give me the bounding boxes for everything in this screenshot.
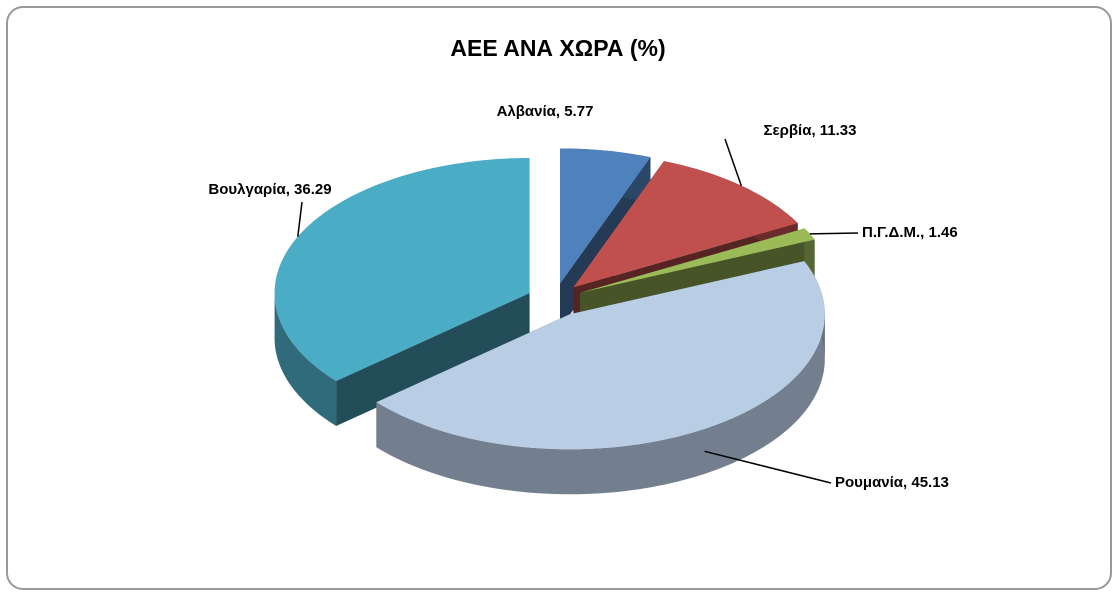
chart-title: ΑΕΕ ΑΝΑ ΧΩΡΑ (%) — [450, 35, 665, 61]
slice — [560, 148, 651, 284]
leader-line — [724, 138, 743, 186]
slice: Ρουμανία — [376, 261, 825, 495]
slice-side — [376, 314, 825, 495]
slice-side — [274, 293, 337, 426]
data-label: Αλβανία, 5.77 — [497, 103, 594, 120]
leader-line — [297, 201, 303, 237]
slice-wall — [336, 293, 530, 426]
chart-border — [6, 6, 1112, 590]
slice: Βουλγαρία — [274, 158, 530, 426]
leader-line — [809, 232, 859, 235]
leader-line — [704, 450, 832, 484]
slice — [376, 261, 825, 450]
data-label: Π.Γ.Δ.Μ., 1.46 — [862, 224, 958, 241]
data-label: Σερβία, 11.33 — [764, 122, 857, 139]
slice — [580, 228, 815, 293]
data-label: Βουλγαρία, 36.29 — [208, 181, 331, 198]
data-label: Ρουμανία, 45.13 — [835, 474, 949, 491]
slice — [573, 161, 798, 288]
slice — [274, 158, 530, 381]
